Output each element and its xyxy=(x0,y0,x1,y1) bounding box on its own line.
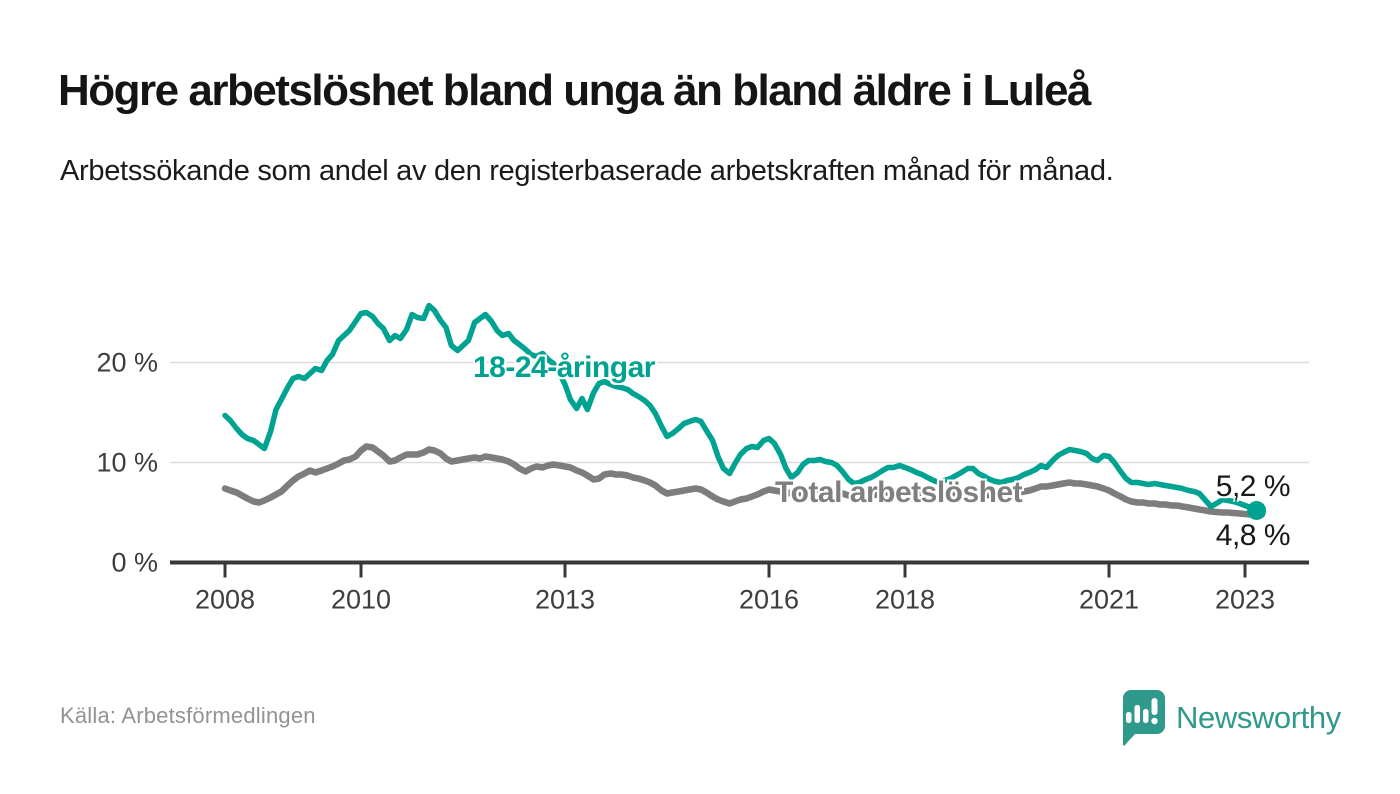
end-value-total: 4,8 % xyxy=(1215,519,1291,552)
y-tick-label: 10 % xyxy=(96,448,158,478)
newsworthy-logo-text: Newsworthy xyxy=(1176,700,1341,735)
series-end-dot xyxy=(1247,501,1267,520)
x-tick-label: 2023 xyxy=(1215,585,1275,615)
series-label-young: 18-24-åringar xyxy=(473,351,655,384)
chart-subtitle: Arbetssökande som andel av den registerb… xyxy=(60,155,1114,187)
series-line xyxy=(222,302,1260,514)
y-tick-label: 20 % xyxy=(96,348,158,378)
series-label-total: Total arbetslöshet xyxy=(775,476,1023,509)
newsworthy-logo: Newsworthy xyxy=(1115,688,1341,748)
y-tick-label: 0 % xyxy=(111,548,158,578)
x-tick-label: 2021 xyxy=(1079,585,1139,615)
x-tick-label: 2010 xyxy=(331,585,391,615)
end-value-young: 5,2 % xyxy=(1215,470,1291,503)
newsworthy-logo-icon xyxy=(1115,688,1167,748)
series-line xyxy=(221,443,1266,518)
x-tick-label: 2016 xyxy=(739,585,799,615)
x-tick-label: 2008 xyxy=(195,585,255,615)
x-tick-label: 2018 xyxy=(875,585,935,615)
source-note: Källa: Arbetsförmedlingen xyxy=(60,703,316,728)
x-tick-label: 2013 xyxy=(535,585,595,615)
page-title: Högre arbetslöshet bland unga än bland ä… xyxy=(58,66,1091,115)
